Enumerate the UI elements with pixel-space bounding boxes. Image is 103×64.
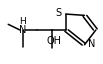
- Text: N: N: [19, 25, 26, 35]
- Text: S: S: [56, 8, 62, 18]
- Text: H: H: [19, 17, 26, 26]
- Text: N: N: [88, 39, 95, 49]
- Text: OH: OH: [46, 36, 61, 46]
